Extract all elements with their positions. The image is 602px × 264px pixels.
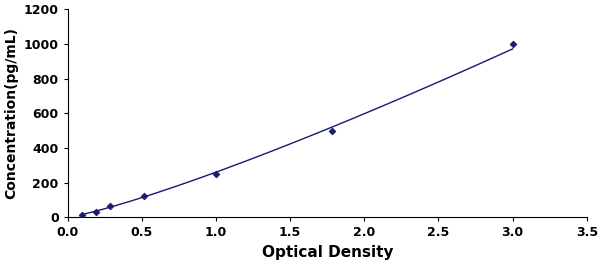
Y-axis label: Concentration(pg/mL): Concentration(pg/mL) [4, 27, 18, 199]
X-axis label: Optical Density: Optical Density [261, 245, 393, 260]
